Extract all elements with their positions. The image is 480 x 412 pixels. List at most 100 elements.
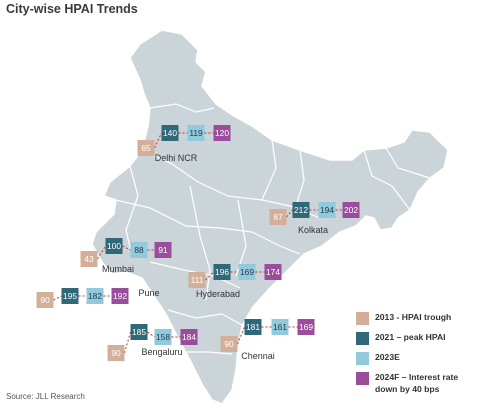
value-label-e2023: 88 [134,245,144,255]
value-box-f2024 [154,242,172,258]
legend-swatch-peak [356,332,369,345]
legend-label-peak: 2021 – peak HPAI [375,332,446,342]
value-box-peak [292,202,310,218]
value-label-f2024: 184 [182,332,196,342]
value-box-peak [213,264,231,280]
city-label: Chennai [241,351,275,361]
connector-line [154,132,162,149]
connector-line [237,326,245,345]
legend-label-2024f: 2024F – Interest rate down by 40 bps [375,372,459,394]
value-label-e2023: 169 [240,267,254,277]
city-group-kolkata: 87 212 194 202 Kolkata [269,202,360,235]
value-label-peak: 181 [246,322,260,332]
city-group-hyderabad: 111 196 169 174 Hyderabad [188,264,282,299]
value-box-trough [36,292,54,308]
value-label-peak: 185 [132,327,146,337]
value-box-trough [107,345,125,361]
value-label-peak: 195 [63,291,77,301]
value-box-e2023 [238,264,256,280]
value-label-peak: 100 [107,241,121,251]
value-label-trough: 43 [84,254,94,264]
chart-title: City-wise HPAI Trends [6,2,138,16]
connector-line [147,331,155,338]
value-box-peak [244,319,262,335]
value-box-peak [161,125,179,141]
state-boundary [385,147,431,179]
value-box-e2023 [130,242,148,258]
legend-item-trough: 2013 - HPAI trough [356,311,478,325]
value-label-f2024: 202 [344,205,358,215]
state-boundary [167,309,245,327]
state-boundary [261,139,277,201]
legend-swatch-2024f [356,372,369,385]
city-group-chennai: 90 181 161 169 Chennai [220,319,315,361]
value-label-trough: 65 [141,143,151,153]
city-group-mumbai: 43 100 88 91 Mumbai [80,238,172,274]
legend-swatch-trough [356,312,369,325]
city-group-pune: 90 195 182 192 Pune [36,288,160,308]
value-box-peak [61,288,79,304]
value-label-e2023: 158 [156,332,170,342]
value-box-trough [220,336,238,352]
legend-label-2023e: 2023E [375,352,400,362]
value-box-f2024 [213,125,231,141]
state-boundary [115,199,301,255]
value-box-peak [130,324,148,340]
connector-line [53,295,62,301]
value-label-peak: 140 [163,128,177,138]
value-box-e2023 [187,125,205,141]
city-label: Kolkata [298,225,328,235]
value-box-peak [105,238,123,254]
value-label-trough: 90 [111,348,121,358]
value-label-f2024: 192 [113,291,127,301]
value-box-f2024 [111,288,129,304]
value-label-trough: 90 [224,339,234,349]
value-label-trough: 87 [273,212,283,222]
legend-item-peak: 2021 – peak HPAI [356,331,478,345]
value-box-trough [137,140,155,156]
city-group-delhi-ncr: 65 140 119 120 Delhi NCR [137,125,231,163]
legend-item-2023e: 2023E [356,351,478,365]
connector-line [97,245,106,260]
city-label: Mumbai [102,264,134,274]
connector-line [205,271,214,281]
value-box-trough [80,251,98,267]
state-boundary [149,103,215,113]
value-label-e2023: 182 [88,291,102,301]
city-label: Hyderabad [196,289,240,299]
city-label: Pune [138,288,159,298]
city-label: Bengaluru [141,347,182,357]
legend-swatch-2023e [356,352,369,365]
value-label-e2023: 119 [189,128,203,138]
state-boundary [189,185,211,301]
connector-line [286,209,293,218]
state-boundary [141,149,321,219]
value-box-e2023 [318,202,336,218]
value-label-trough: 111 [191,275,204,285]
value-label-e2023: 194 [320,205,334,215]
value-label-e2023: 161 [273,322,287,332]
value-label-peak: 212 [294,205,308,215]
value-label-f2024: 120 [215,128,229,138]
state-boundary [125,165,139,257]
value-label-trough: 90 [40,295,50,305]
value-box-f2024 [264,264,282,280]
state-boundary [295,149,305,207]
value-label-peak: 196 [215,267,229,277]
value-box-e2023 [86,288,104,304]
legend-label-trough: 2013 - HPAI trough [375,312,452,322]
value-box-f2024 [180,329,198,345]
city-label: Delhi NCR [155,153,198,163]
legend-item-2024f: 2024F – Interest rate down by 40 bps [356,371,478,395]
state-boundary [363,149,411,211]
value-box-f2024 [342,202,360,218]
legend: 2013 - HPAI trough 2021 – peak HPAI 2023… [356,311,478,401]
value-box-e2023 [154,329,172,345]
connector-line [122,245,131,251]
connector-line [124,331,131,354]
value-box-trough [269,209,287,225]
value-label-f2024: 174 [266,267,280,277]
value-label-f2024: 169 [299,322,313,332]
